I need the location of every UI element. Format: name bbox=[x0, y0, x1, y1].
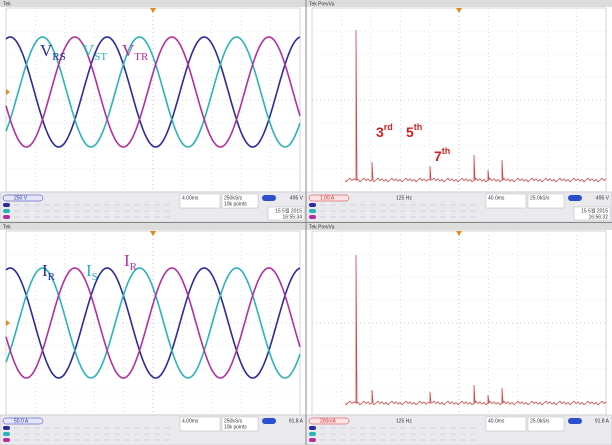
status-bar bbox=[0, 415, 306, 445]
measure-row-marker bbox=[3, 215, 10, 219]
panel-header bbox=[306, 0, 612, 7]
label-sup: th bbox=[442, 146, 451, 156]
label-main: 3 bbox=[376, 124, 384, 140]
status-scale: 50.0 A bbox=[14, 418, 29, 424]
trigger-badge bbox=[262, 418, 276, 424]
label-main: 5 bbox=[406, 124, 414, 140]
panel-header bbox=[0, 0, 306, 7]
scope-composite: TekVRSVSTVTR250 V4.00ms250kS/s10k points… bbox=[0, 0, 612, 445]
measure-row-marker bbox=[3, 432, 10, 436]
measure-row-marker bbox=[309, 203, 316, 207]
measure-row-marker bbox=[309, 209, 316, 213]
measure-row-marker bbox=[3, 203, 10, 207]
label-main: V bbox=[122, 41, 135, 60]
measure-row-marker bbox=[3, 426, 10, 430]
label-main: V bbox=[82, 41, 95, 60]
trigger-badge bbox=[568, 418, 582, 424]
status-trigger: 91.8 A bbox=[595, 418, 610, 424]
trigger-badge bbox=[568, 195, 582, 201]
status-freq: 125 Hz bbox=[396, 418, 412, 424]
label-sub: S bbox=[92, 271, 98, 283]
label-sub: ST bbox=[94, 51, 107, 63]
status-rate: 25.0kS/s bbox=[530, 418, 550, 424]
status-time: 40.0ms bbox=[488, 195, 505, 201]
status-points: 10k points bbox=[224, 201, 247, 207]
measure-row-marker bbox=[309, 438, 316, 442]
panel-header bbox=[306, 223, 612, 230]
measure-row-marker bbox=[309, 215, 316, 219]
label-main: 7 bbox=[434, 148, 442, 164]
measure-row-marker bbox=[3, 438, 10, 442]
status-trigger: 91.8 A bbox=[289, 418, 304, 424]
status-trigger: 495 V bbox=[596, 195, 610, 201]
panel-header-text: Tek bbox=[3, 1, 11, 7]
status-points: 10k points bbox=[224, 424, 247, 430]
status-bar bbox=[0, 192, 306, 222]
panel-header-text: Tek PrevVu bbox=[309, 1, 335, 7]
status-scale: 250 V bbox=[14, 195, 28, 201]
status-trigger: 495 V bbox=[290, 195, 304, 201]
status-clock: 16:56:32 bbox=[589, 214, 609, 220]
status-date: 15 5월 2015 bbox=[581, 207, 608, 214]
panel-header-text: Tek bbox=[3, 224, 11, 230]
status-scale: 200mA bbox=[320, 418, 337, 424]
status-time: 4.00ms bbox=[182, 195, 199, 201]
status-bar bbox=[306, 192, 612, 222]
label-sub: R bbox=[130, 261, 138, 273]
measure-row-marker bbox=[309, 432, 316, 436]
label-sub: TR bbox=[134, 51, 149, 63]
status-date: 15 5월 2015 bbox=[275, 207, 302, 214]
label-sub: RS bbox=[52, 51, 65, 63]
panel-header-text: Tek PrevVu bbox=[309, 224, 335, 230]
measure-row-marker bbox=[3, 209, 10, 213]
label-main: V bbox=[40, 41, 53, 60]
measure-row-marker bbox=[309, 426, 316, 430]
status-bar bbox=[306, 415, 612, 445]
status-scale: 1.00 A bbox=[320, 195, 335, 201]
label-sup: rd bbox=[384, 122, 393, 132]
status-freq: 125 Hz bbox=[396, 195, 412, 201]
status-time: 4.00ms bbox=[182, 418, 199, 424]
panel-header bbox=[0, 223, 306, 230]
trigger-badge bbox=[262, 195, 276, 201]
status-rate: 25.0kS/s bbox=[530, 195, 550, 201]
status-clock: 16:55:34 bbox=[283, 214, 303, 220]
label-sub: R bbox=[48, 271, 56, 283]
label-sup: th bbox=[414, 122, 423, 132]
status-time: 40.0ms bbox=[488, 418, 505, 424]
